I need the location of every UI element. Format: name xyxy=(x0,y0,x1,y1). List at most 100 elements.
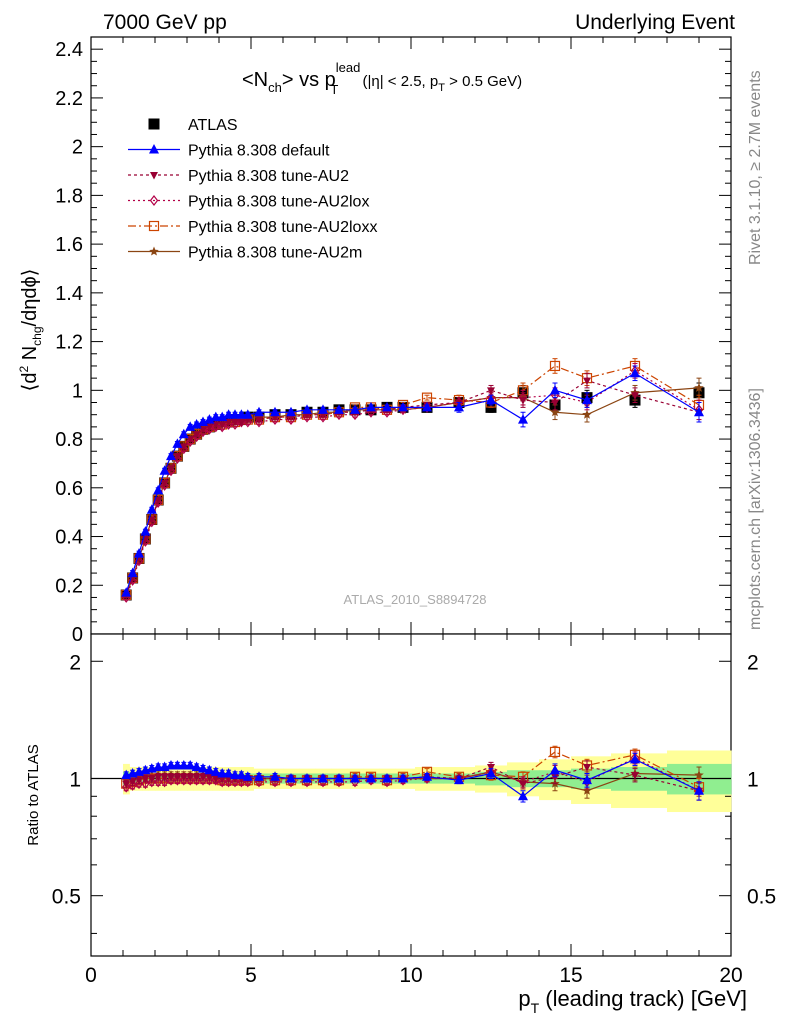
y-tick-label-right: 2 xyxy=(747,651,759,674)
data-point xyxy=(191,418,202,429)
data-point xyxy=(518,790,528,801)
ratio-x-ticks: 0 5 10 15 20 xyxy=(85,634,743,987)
legend-item-au2loxx: Pythia 8.308 tune-AU2loxx xyxy=(128,219,377,236)
legend-item-au2lox: Pythia 8.308 tune-AU2lox xyxy=(128,194,369,211)
y-tick-label: 1.2 xyxy=(55,332,83,354)
data-point xyxy=(178,759,189,770)
y-tick-label: 2.2 xyxy=(55,88,83,110)
series-default xyxy=(121,752,704,803)
data-point xyxy=(550,407,560,417)
main-x-ticks xyxy=(90,37,732,634)
data-point xyxy=(140,526,151,536)
data-point xyxy=(422,401,432,412)
data-point xyxy=(166,450,176,461)
data-point xyxy=(230,418,240,430)
data-point xyxy=(173,453,182,461)
data-point xyxy=(199,773,207,782)
data-point xyxy=(198,763,208,773)
data-point xyxy=(223,409,234,419)
legend-marker xyxy=(149,144,159,154)
data-point xyxy=(147,776,157,788)
data-point xyxy=(173,773,182,782)
y-tick-label: 0.4 xyxy=(55,527,83,549)
data-point xyxy=(551,773,559,782)
data-point xyxy=(134,548,144,558)
data-point xyxy=(185,436,195,447)
rivet-label: Rivet 3.1.10, ≥ 2.7M events xyxy=(747,70,764,265)
legend-marker xyxy=(150,172,158,180)
legend-marker xyxy=(149,195,159,206)
data-point xyxy=(583,764,591,772)
data-point xyxy=(230,409,240,419)
data-point xyxy=(398,772,408,783)
data-point xyxy=(167,773,175,782)
data-point xyxy=(154,496,163,505)
legend-marker xyxy=(148,220,160,232)
data-point xyxy=(582,785,592,795)
data-point xyxy=(630,753,640,764)
data-point xyxy=(198,416,208,427)
data-point xyxy=(217,411,228,422)
data-point xyxy=(204,414,215,424)
y-tick-label: 2.4 xyxy=(55,39,83,61)
data-point xyxy=(519,397,527,405)
data-point xyxy=(237,419,246,427)
data-point xyxy=(582,394,592,405)
data-point xyxy=(167,465,175,473)
legend-label: ATLAS xyxy=(188,117,238,134)
data-point xyxy=(550,764,560,775)
data-point xyxy=(185,759,196,770)
data-point xyxy=(270,406,280,417)
data-point xyxy=(254,416,264,428)
y-tick-label: 0 xyxy=(72,624,83,646)
data-point xyxy=(582,409,592,419)
data-point xyxy=(318,772,328,783)
data-point xyxy=(211,421,221,433)
data-point xyxy=(173,453,182,465)
data-point xyxy=(694,406,704,417)
data-point xyxy=(160,479,169,488)
data-point xyxy=(518,414,528,424)
ratio-series xyxy=(121,745,705,803)
y-tick-label: 0.2 xyxy=(55,575,83,597)
data-point xyxy=(549,746,561,758)
data-point xyxy=(519,780,527,789)
data-point xyxy=(185,774,195,786)
data-point xyxy=(204,764,215,775)
y-tick-label: 2 xyxy=(69,651,81,674)
mcplots-label: mcplots.cern.ch [arXiv:1306.3436] xyxy=(747,388,764,630)
x-tick-label: 10 xyxy=(399,964,422,987)
y-tick-label: 1.6 xyxy=(55,234,83,256)
data-point xyxy=(191,761,202,772)
data-point xyxy=(382,772,392,783)
data-point xyxy=(286,772,296,783)
data-point xyxy=(631,772,639,780)
data-point xyxy=(398,401,408,412)
data-point xyxy=(454,401,464,412)
y-tick-label: 1 xyxy=(69,768,81,791)
legend: ATLAS Pythia 8.308 default Pythia 8.308 tu… xyxy=(128,117,377,262)
data-point xyxy=(121,781,131,793)
data-point xyxy=(236,409,247,419)
data-point xyxy=(254,406,264,417)
data-point xyxy=(198,774,208,786)
y-tick-label: 1 xyxy=(72,380,83,402)
data-point xyxy=(630,367,640,378)
data-point xyxy=(217,767,228,778)
data-point xyxy=(694,785,704,795)
data-point xyxy=(255,416,263,425)
header-right: Underlying Event xyxy=(575,11,735,34)
data-point xyxy=(366,772,376,783)
ratio-panel: 0.5 0.5 1 1 2 2 0 5 10 15 20 Ratio to ATLAS pT (l… xyxy=(25,633,776,1016)
data-point xyxy=(218,421,227,429)
data-point xyxy=(550,384,560,395)
data-point xyxy=(694,382,704,392)
data-point xyxy=(147,775,156,783)
data-point xyxy=(694,770,704,780)
data-point xyxy=(153,496,163,508)
data-point xyxy=(223,767,234,778)
data-point xyxy=(350,404,360,414)
data-point xyxy=(487,764,495,772)
data-point xyxy=(159,465,170,475)
data-point xyxy=(217,421,227,433)
